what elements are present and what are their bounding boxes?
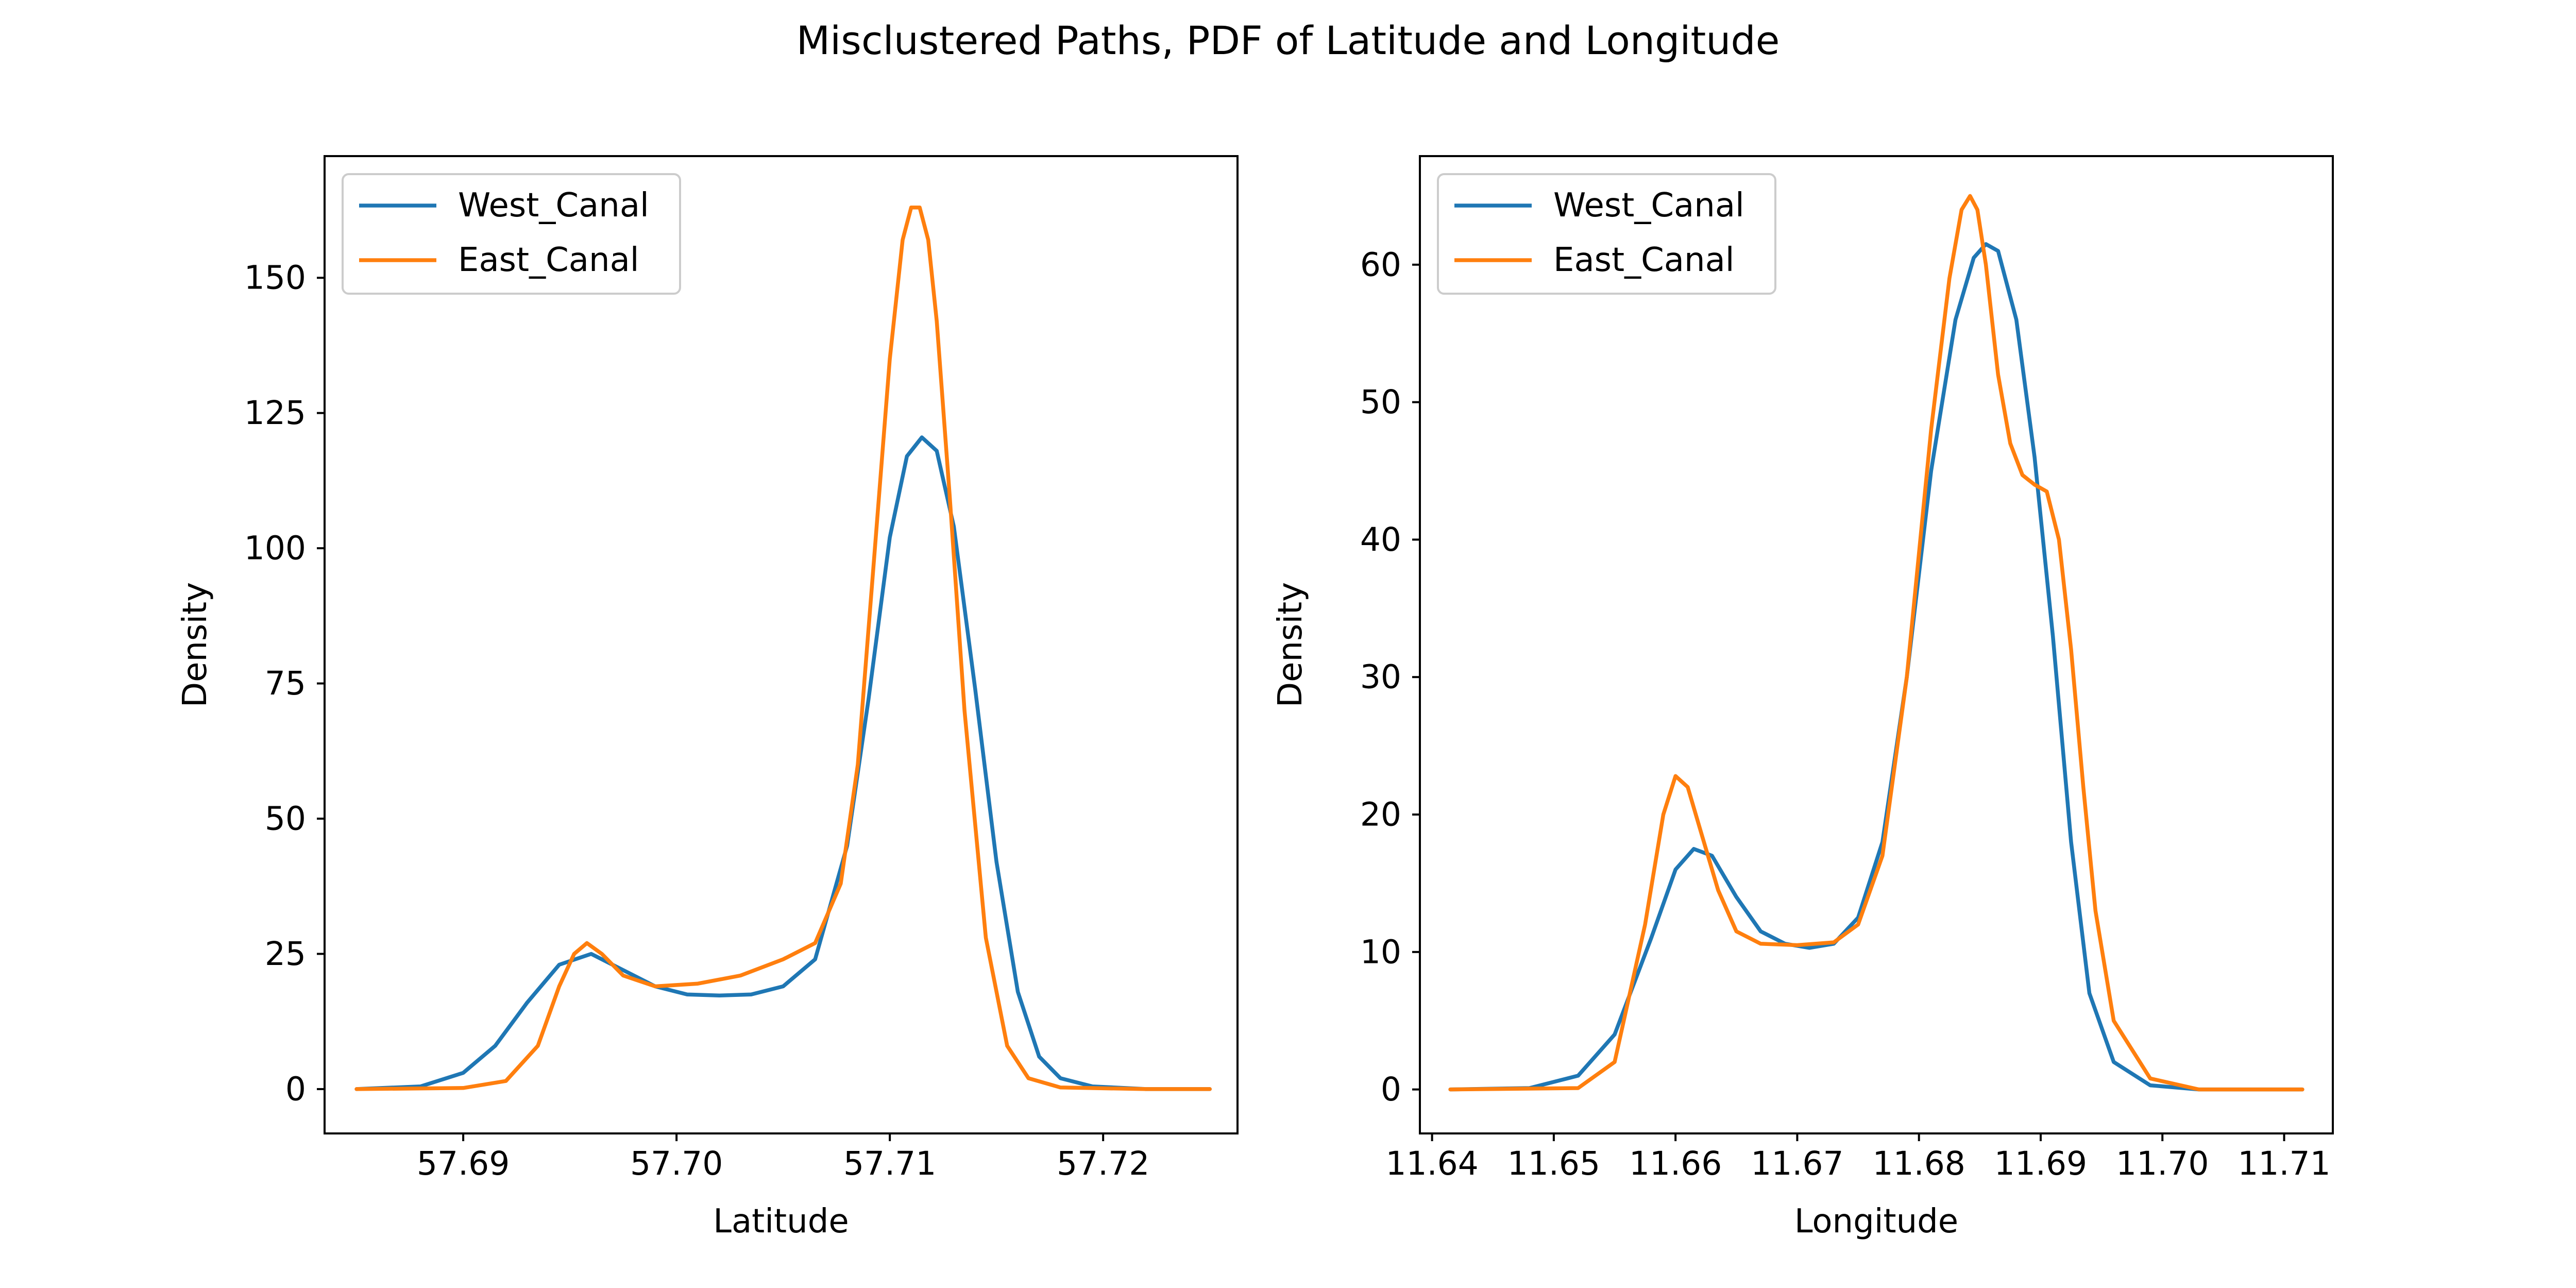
y-tick-label: 100 [244, 530, 306, 567]
axes-frame [324, 155, 1239, 1134]
y-tick-label: 20 [1360, 796, 1401, 834]
x-tick-label: 11.70 [2116, 1145, 2209, 1182]
x-tick-label: 11.68 [1873, 1145, 1965, 1182]
series-line-west-canal [354, 435, 1212, 1091]
axes-frame [1419, 155, 2334, 1134]
y-tick-label: 125 [244, 394, 306, 432]
subplot-2: 11.64 11.65 11.66 11.67 11.68 11.69 11.70 11.71… [1272, 155, 2334, 1241]
y-tick-label: 10 [1360, 933, 1401, 971]
series-line-east-canal [1448, 194, 2304, 1092]
series-line-west-canal [1448, 242, 2304, 1092]
subplot-1: 57.69 57.70 57.71 57.72 0 25 50 75 100 125 150 Lati… [176, 155, 1239, 1241]
y-tick-label: 150 [244, 259, 306, 297]
legend-label: West_Canal [1553, 187, 1744, 225]
y-tick-label: 0 [1381, 1071, 1401, 1108]
y-tick-label: 0 [285, 1070, 306, 1108]
y-tick-label: 50 [1360, 383, 1401, 421]
y-tick-label: 60 [1360, 246, 1401, 283]
y-tick-label: 75 [265, 665, 306, 702]
x-tick-label: 57.71 [843, 1145, 936, 1182]
y-tick-label: 50 [265, 800, 306, 838]
y-axis-label: Density [1272, 582, 1310, 707]
x-tick-label: 57.69 [417, 1145, 510, 1182]
figure-title: Misclustered Paths, PDF of Latitude and … [796, 18, 1780, 63]
x-tick-label: 11.66 [1629, 1145, 1722, 1182]
x-axis-label: Longitude [1794, 1202, 1958, 1241]
y-tick-label: 30 [1360, 658, 1401, 696]
y-tick-label: 25 [265, 935, 306, 973]
legend-label: West_Canal [458, 187, 649, 225]
legend-label: East_Canal [458, 241, 639, 279]
plot-area [354, 205, 1212, 1091]
y-tick-label: 40 [1360, 521, 1401, 558]
x-tick-label: 57.72 [1057, 1145, 1149, 1182]
x-tick-label: 11.67 [1751, 1145, 1843, 1182]
plot-area [1448, 194, 2304, 1092]
x-tick-label: 11.64 [1385, 1145, 1478, 1182]
x-tick-label: 11.69 [1994, 1145, 2087, 1182]
legend: West_Canal East_Canal [342, 173, 681, 295]
legend-label: East_Canal [1553, 241, 1735, 279]
x-tick-label: 57.70 [630, 1145, 723, 1182]
series-line-east-canal [354, 205, 1212, 1091]
legend: West_Canal East_Canal [1437, 173, 1776, 295]
x-tick-label: 11.71 [2238, 1145, 2330, 1182]
x-axis-label: Latitude [713, 1202, 849, 1241]
y-axis-label: Density [176, 582, 214, 707]
x-tick-label: 11.65 [1507, 1145, 1600, 1182]
